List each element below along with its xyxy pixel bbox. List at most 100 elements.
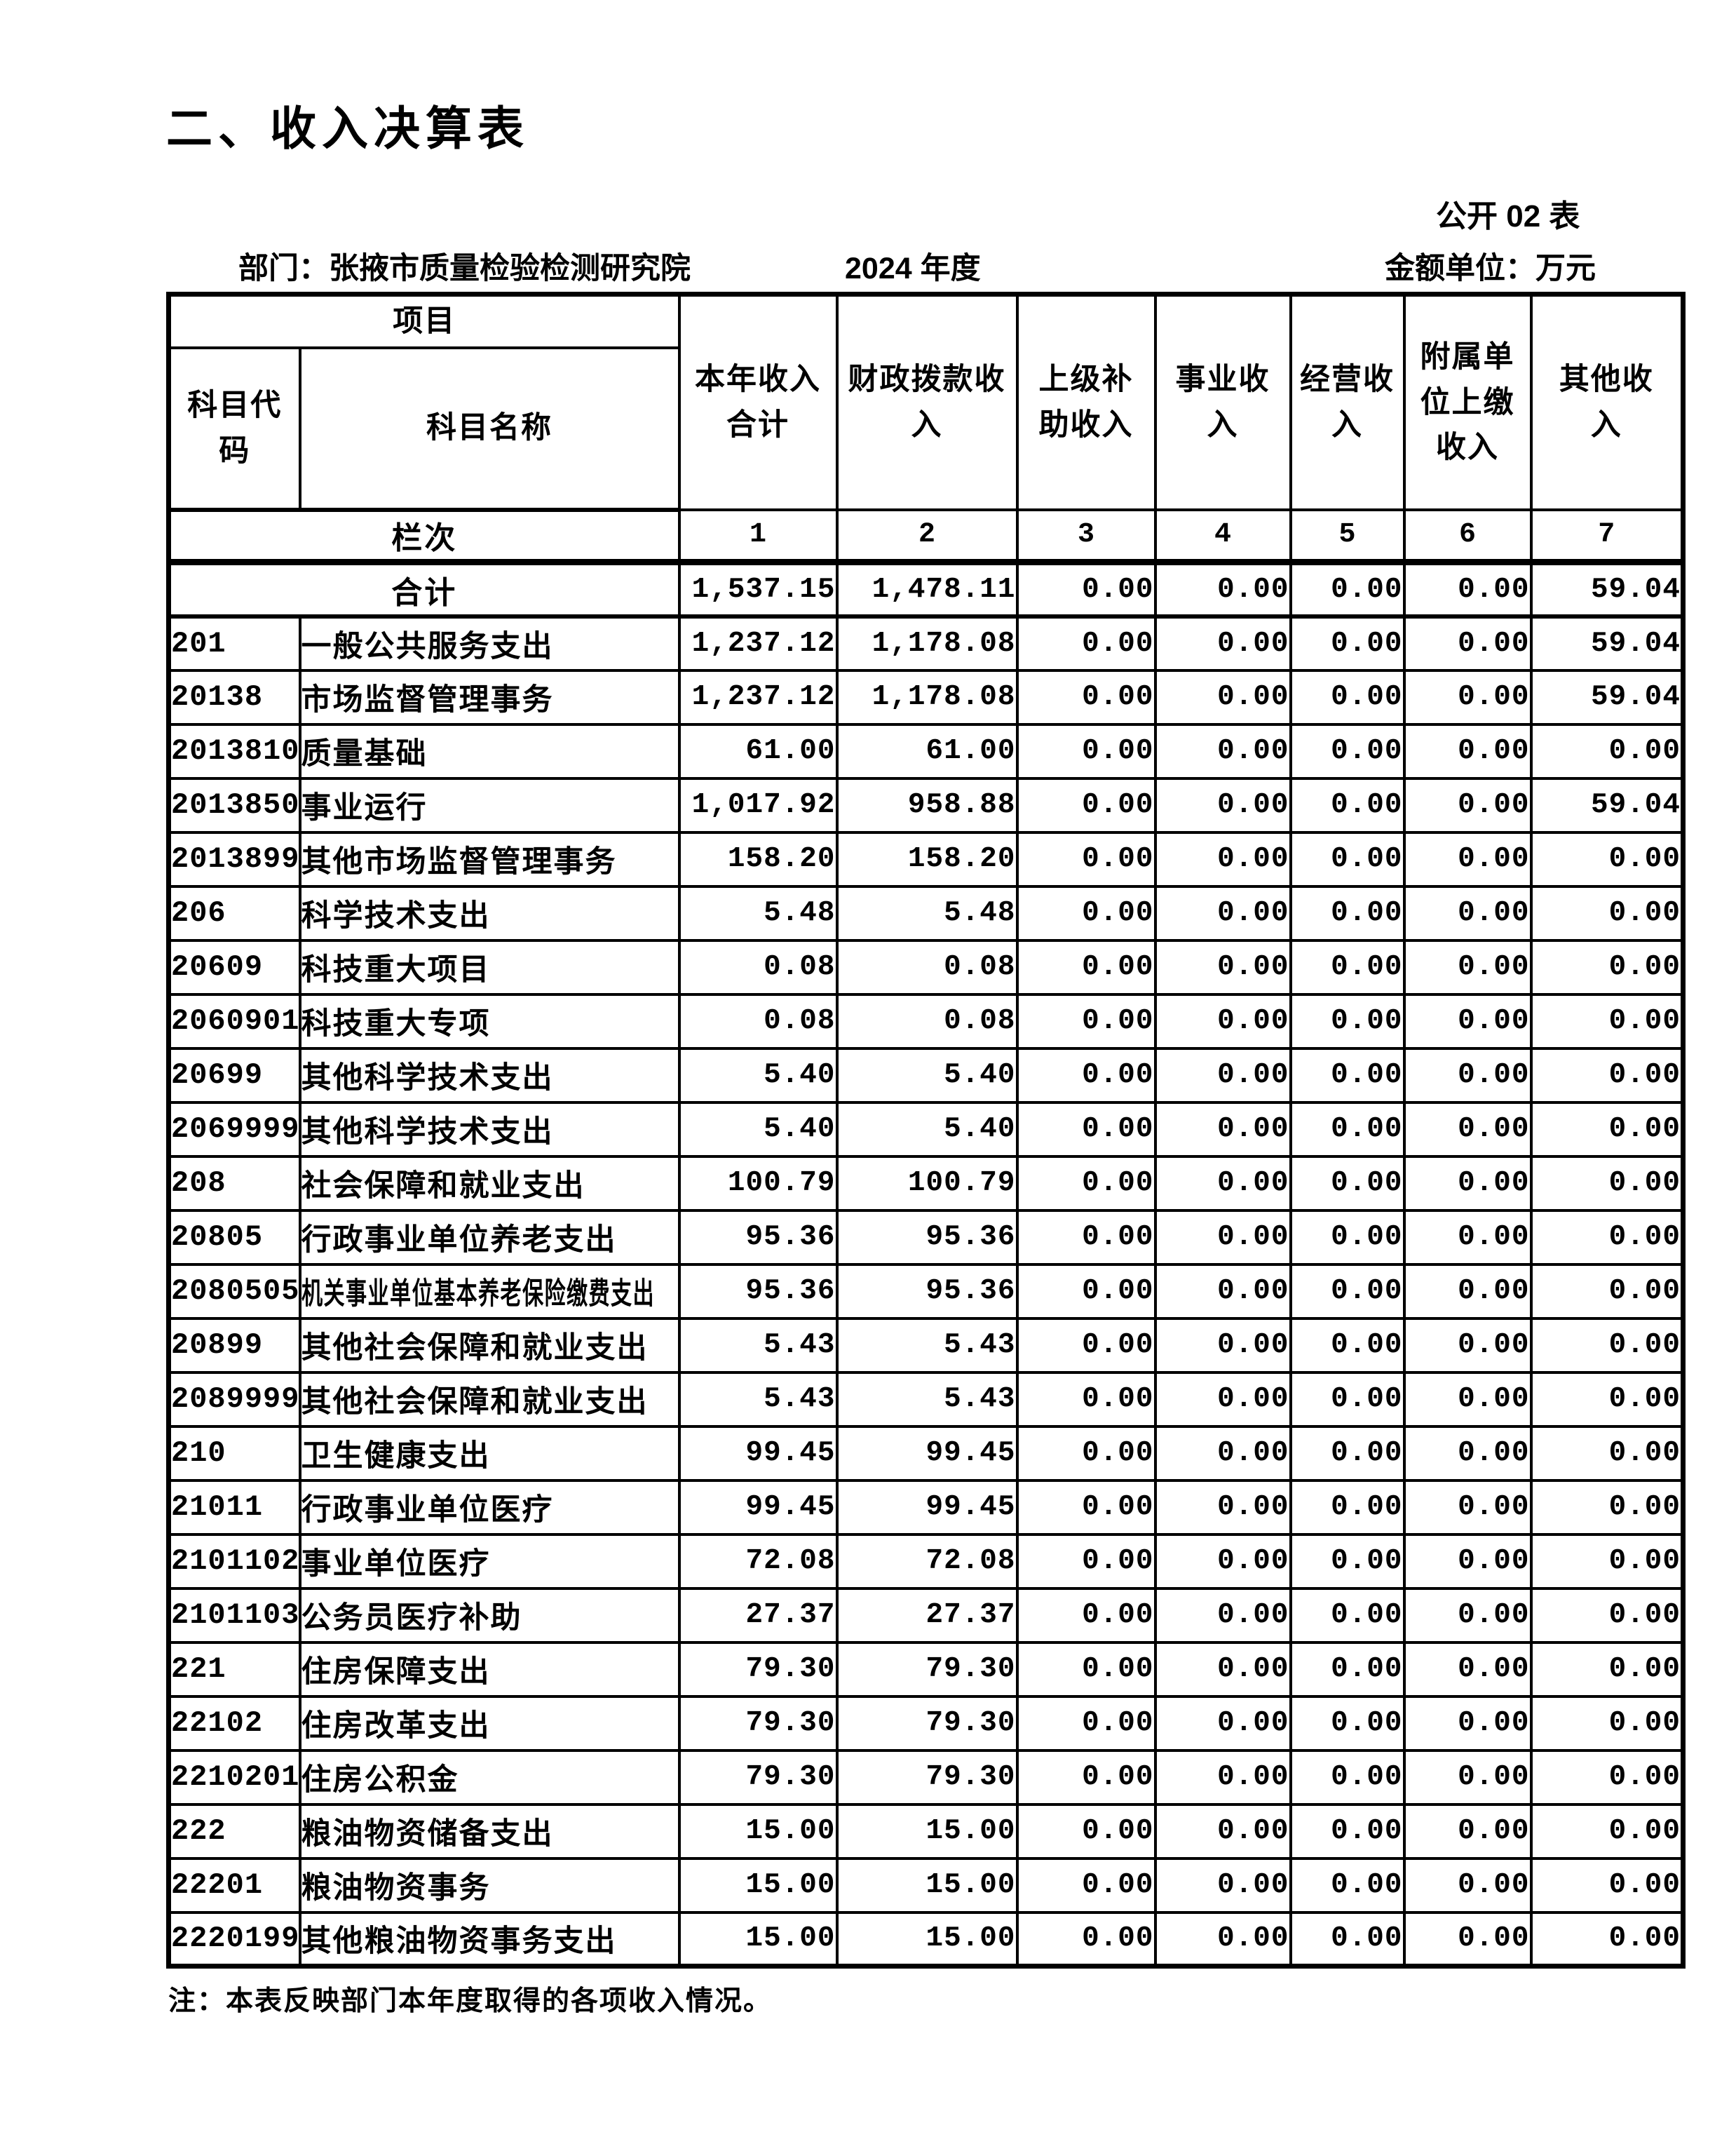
value-cell: 15.00 [835, 1802, 1019, 1860]
value-cell: 61.00 [677, 722, 839, 780]
subject-code-cell: 2013810 [167, 722, 301, 780]
value-cell: 0.00 [1153, 722, 1292, 780]
value-cell: 15.00 [835, 1910, 1019, 1968]
value-cell: 0.00 [1402, 1154, 1533, 1212]
subject-code-cell: 22201 [167, 1856, 301, 1914]
value-cell: 0.00 [1402, 884, 1533, 942]
subject-name-cell: 公务员医疗补助 [298, 1586, 681, 1644]
subject-code-cell: 2069999 [167, 1100, 301, 1158]
value-cell: 0.00 [1015, 1154, 1157, 1212]
table-row: 21011 行政事业单位医疗 99.45 99.45 0.00 0.00 0.0… [167, 1478, 1685, 1536]
value-cell: 0.00 [1529, 1586, 1685, 1644]
subject-code-cell: 2220199 [167, 1910, 301, 1968]
subject-name-cell: 粮油物资事务 [298, 1856, 681, 1914]
value-cell: 0.00 [1289, 1424, 1406, 1482]
value-cell: 0.00 [1289, 1478, 1406, 1536]
value-cell: 0.00 [1015, 1748, 1157, 1806]
table-code-label: 公开 02 表 [1436, 199, 1580, 234]
column-index-label: 栏次 [167, 508, 681, 565]
value-cell: 0.00 [1015, 1208, 1157, 1266]
value-cell: 79.30 [677, 1748, 839, 1806]
value-cell: 0.00 [1529, 722, 1685, 780]
table-row: 210 卫生健康支出 99.45 99.45 0.00 0.00 0.00 0.… [167, 1424, 1685, 1482]
column-index-6: 6 [1402, 508, 1533, 565]
value-cell: 158.20 [835, 830, 1019, 888]
subject-code-cell: 20899 [167, 1316, 301, 1374]
column-index-7: 7 [1529, 508, 1685, 565]
value-cell: 99.45 [677, 1478, 839, 1536]
value-cell: 0.00 [1015, 776, 1157, 834]
total-value-cell: 0.00 [1402, 560, 1533, 619]
column-index-5: 5 [1289, 508, 1406, 565]
value-cell: 0.00 [1402, 1046, 1533, 1104]
amount-unit-label: 金额单位：万元 [1385, 252, 1596, 285]
value-cell: 100.79 [835, 1154, 1019, 1212]
value-cell: 0.00 [1289, 1748, 1406, 1806]
subject-name-cell: 其他科学技术支出 [298, 1100, 681, 1158]
value-cell: 0.00 [1402, 992, 1533, 1050]
value-cell: 5.40 [835, 1046, 1019, 1104]
subject-code-cell: 222 [167, 1802, 301, 1860]
subject-code-cell: 20609 [167, 938, 301, 996]
value-cell: 5.43 [677, 1316, 839, 1374]
value-cell: 15.00 [677, 1910, 839, 1968]
value-cell: 0.00 [1529, 1856, 1685, 1914]
header-col-current-year-total: 本年收入 合计 [677, 292, 839, 511]
header-col-business-income: 经营收 入 [1289, 292, 1406, 511]
value-cell: 0.00 [1289, 1262, 1406, 1320]
value-cell: 0.00 [1015, 1100, 1157, 1158]
value-cell: 0.00 [1289, 992, 1406, 1050]
footnote: 注：本表反映部门本年度取得的各项收入情况。 [168, 1986, 773, 2016]
value-cell: 0.00 [1153, 1748, 1292, 1806]
value-cell: 0.00 [1289, 776, 1406, 834]
value-cell: 0.00 [1153, 1262, 1292, 1320]
value-cell: 79.30 [677, 1694, 839, 1752]
value-cell: 0.00 [1153, 1532, 1292, 1590]
value-cell: 0.00 [1153, 992, 1292, 1050]
total-value-cell: 1,478.11 [835, 560, 1019, 619]
value-cell: 0.00 [1153, 668, 1292, 726]
value-cell: 0.00 [1015, 1802, 1157, 1860]
header-col-fiscal-appropriation: 财政拨款收 入 [835, 292, 1019, 511]
subject-code-cell: 221 [167, 1640, 301, 1698]
value-cell: 0.00 [1402, 1640, 1533, 1698]
value-cell: 0.00 [1529, 938, 1685, 996]
value-cell: 0.00 [1289, 1856, 1406, 1914]
subject-name-cell: 市场监督管理事务 [298, 668, 681, 726]
subject-name-cell: 其他社会保障和就业支出 [298, 1316, 681, 1374]
subject-name-cell: 住房改革支出 [298, 1694, 681, 1752]
value-cell: 15.00 [677, 1802, 839, 1860]
value-cell: 0.00 [1289, 1154, 1406, 1212]
value-cell: 0.00 [1015, 1370, 1157, 1428]
value-cell: 0.00 [1402, 1856, 1533, 1914]
table-row: 22201 粮油物资事务 15.00 15.00 0.00 0.00 0.00 … [167, 1856, 1685, 1914]
value-cell: 99.45 [835, 1478, 1019, 1536]
value-cell: 0.00 [1015, 1532, 1157, 1590]
table-row: 2210201 住房公积金 79.30 79.30 0.00 0.00 0.00… [167, 1748, 1685, 1806]
value-cell: 72.08 [677, 1532, 839, 1590]
value-cell: 0.00 [1289, 938, 1406, 996]
value-cell: 0.00 [1529, 1748, 1685, 1806]
value-cell: 0.00 [1153, 1100, 1292, 1158]
value-cell: 15.00 [835, 1856, 1019, 1914]
value-cell: 0.00 [1529, 1640, 1685, 1698]
table-row: 20899 其他社会保障和就业支出 5.43 5.43 0.00 0.00 0.… [167, 1316, 1685, 1374]
value-cell: 0.00 [1402, 1910, 1533, 1968]
header-col-superior-subsidy: 上级补 助收入 [1015, 292, 1157, 511]
subject-name-cell: 行政事业单位养老支出 [298, 1208, 681, 1266]
subject-code-cell: 201 [167, 614, 301, 672]
value-cell: 0.00 [1289, 1802, 1406, 1860]
subject-name-cell: 质量基础 [298, 722, 681, 780]
table-row: 20609 科技重大项目 0.08 0.08 0.00 0.00 0.00 0.… [167, 938, 1685, 996]
value-cell: 0.08 [835, 938, 1019, 996]
value-cell: 0.00 [1529, 1262, 1685, 1320]
table-row: 2013810 质量基础 61.00 61.00 0.00 0.00 0.00 … [167, 722, 1685, 780]
value-cell: 5.40 [677, 1046, 839, 1104]
column-index-2: 2 [835, 508, 1019, 565]
subject-name-cell: 其他市场监督管理事务 [298, 830, 681, 888]
subject-name-cell: 机关事业单位基本养老保险缴费支出 [298, 1262, 681, 1320]
value-cell: 0.00 [1402, 614, 1533, 672]
header-subject-name: 科目名称 [298, 346, 681, 512]
subject-name-cell: 事业运行 [298, 776, 681, 834]
